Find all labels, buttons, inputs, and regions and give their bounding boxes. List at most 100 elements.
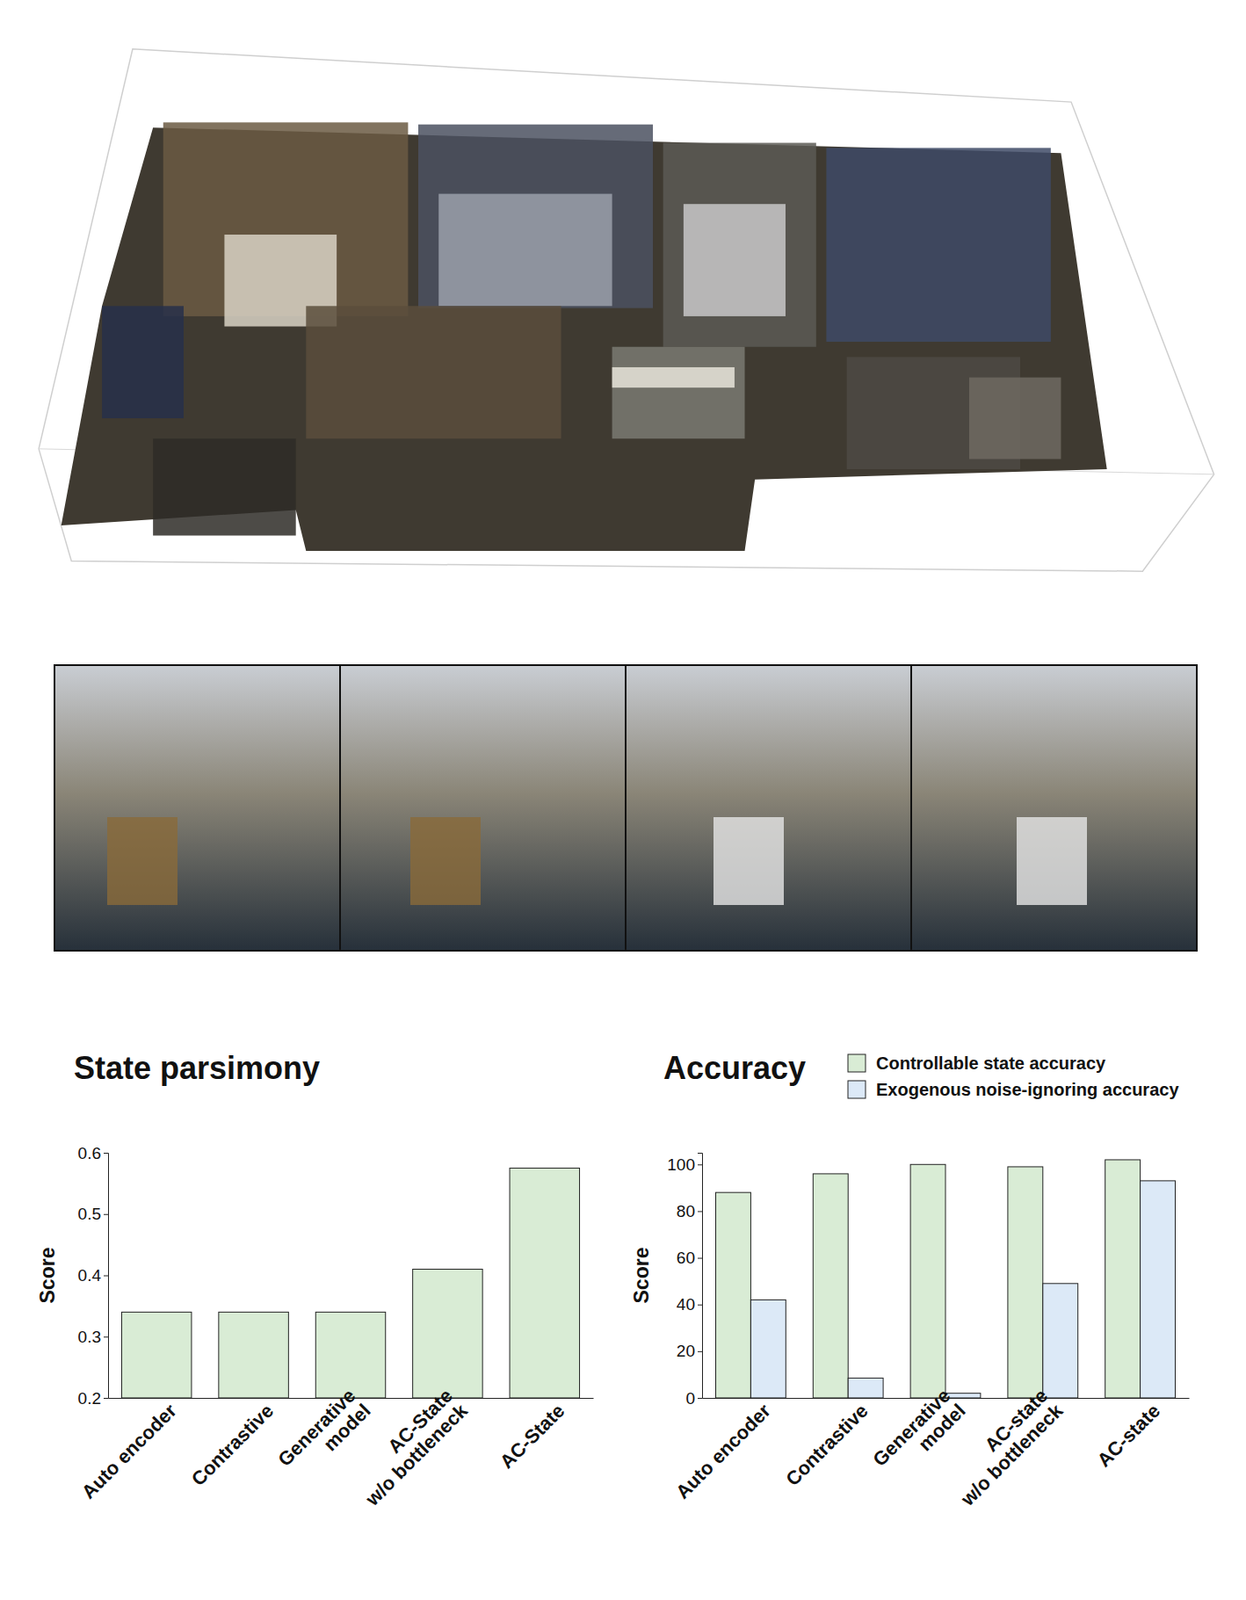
y-tick: 0.3 <box>78 1327 109 1347</box>
y-tick: 40 <box>676 1295 703 1314</box>
y-tick: 0 <box>685 1389 703 1408</box>
y-tick: 100 <box>666 1155 703 1174</box>
y-tick-mark <box>697 1258 703 1260</box>
y-tick: 0.2 <box>78 1389 109 1408</box>
bar <box>1043 1283 1079 1399</box>
plot-area <box>716 1159 1176 1399</box>
y-tick-mark <box>697 1210 703 1212</box>
y-axis-title: Score <box>36 1247 59 1304</box>
y-axis-line <box>697 1153 703 1399</box>
bar <box>121 1311 191 1399</box>
x-tick-label: Auto encoder <box>671 1399 776 1504</box>
photo <box>54 665 341 951</box>
y-tick-mark <box>697 1398 703 1399</box>
y-axis: 0 20 40 60 80 100 <box>666 1153 703 1408</box>
y-tick: 80 <box>676 1202 703 1221</box>
photo-object <box>713 817 784 906</box>
y-tick-label: 0.6 <box>78 1144 102 1163</box>
x-tick-label: Contrastive <box>781 1399 872 1491</box>
bar <box>509 1167 580 1399</box>
photo-strip <box>54 665 1197 951</box>
x-tick: Auto encoder <box>77 1398 182 1504</box>
bar <box>315 1311 385 1399</box>
bar <box>812 1173 848 1399</box>
room <box>825 147 1051 342</box>
bounding-box <box>38 49 1214 572</box>
bar <box>750 1299 786 1399</box>
y-tick-mark <box>103 1398 109 1399</box>
room <box>101 305 184 419</box>
y-axis: 0.2 0.3 0.4 0.5 0.6 <box>78 1144 109 1408</box>
bar <box>847 1377 884 1399</box>
y-tick: 20 <box>676 1341 703 1361</box>
photo-object <box>107 817 178 906</box>
room <box>152 438 297 536</box>
y-tick-label: 80 <box>676 1202 696 1221</box>
y-tick-mark <box>103 1152 109 1154</box>
y-tick-mark <box>697 1304 703 1306</box>
y-tick-mark <box>103 1214 109 1216</box>
y-tick: 0.4 <box>78 1266 109 1285</box>
room <box>663 143 817 348</box>
room <box>305 305 561 439</box>
room <box>612 367 735 388</box>
chart-title: State parsimony <box>73 1050 320 1087</box>
y-tick: 0.6 <box>78 1144 109 1163</box>
chart: 0 20 40 60 80 100 Auto encoderContrastiveGener… <box>630 1050 1190 1511</box>
photo-object <box>410 817 481 906</box>
room <box>683 203 786 317</box>
chart: 0.2 0.3 0.4 0.5 0.6 Auto encoderContrastiveGe… <box>36 1050 595 1511</box>
x-tick-label: Generativemodel <box>868 1384 970 1486</box>
y-tick-mark <box>103 1336 109 1338</box>
y-tick-label: 0.2 <box>78 1389 102 1408</box>
x-tick-label: AC-Statew/o bottleneck <box>345 1383 472 1511</box>
x-tick: AC-statew/o bottleneck <box>941 1383 1068 1511</box>
bar <box>1007 1166 1044 1399</box>
figure: 0.20.30.40.50.6Auto encoderContrastiveGe… <box>0 0 1246 1600</box>
y-tick-label: 0 <box>685 1389 696 1408</box>
bar <box>412 1269 483 1399</box>
photo <box>911 665 1197 951</box>
photo <box>625 665 912 951</box>
x-tick: Generativemodel <box>868 1384 970 1486</box>
photo <box>340 665 626 951</box>
bar <box>1140 1180 1176 1399</box>
legend-swatch <box>847 1054 866 1073</box>
y-tick-mark <box>103 1275 109 1277</box>
x-tick-label: Auto encoder <box>77 1399 182 1504</box>
y-tick-label: 0.3 <box>78 1327 102 1347</box>
x-axis: Auto encoderContrastiveGenerativemodelAC… <box>77 1383 595 1511</box>
photo-object <box>1016 817 1087 906</box>
legend-label: Exogenous noise-ignoring accuracy <box>876 1079 1180 1100</box>
room <box>418 124 653 309</box>
x-tick: AC-State <box>495 1398 569 1473</box>
bar <box>1105 1159 1141 1399</box>
x-tick: Generativemodel <box>273 1384 375 1486</box>
y-tick: 0.5 <box>78 1204 109 1224</box>
x-tick: AC-Statew/o bottleneck <box>345 1383 472 1511</box>
x-tick: Contrastive <box>187 1398 278 1491</box>
room <box>438 194 612 307</box>
x-tick-label: AC-State <box>495 1399 569 1473</box>
x-tick: AC-state <box>1092 1398 1165 1472</box>
y-tick-label: 60 <box>676 1248 696 1268</box>
y-axis-title: Score <box>630 1247 653 1304</box>
y-tick-label: 0.4 <box>78 1266 102 1285</box>
y-tick-label: 20 <box>676 1341 696 1361</box>
y-tick-label: 100 <box>666 1155 696 1174</box>
y-tick-mark <box>697 1351 703 1353</box>
y-tick-mark <box>697 1164 703 1166</box>
y-tick-label: 0.5 <box>78 1204 102 1224</box>
x-axis: Auto encoderContrastiveGenerativemodelAC… <box>671 1383 1190 1511</box>
x-tick-label: Contrastive <box>187 1399 278 1491</box>
legend: Controllable state accuracyExogenous noi… <box>847 1053 1180 1100</box>
chart-title: Accuracy <box>663 1050 806 1087</box>
room <box>612 347 746 439</box>
plot-area <box>121 1167 580 1399</box>
x-tick-label: AC-statew/o bottleneck <box>941 1383 1068 1511</box>
x-tick: Auto encoder <box>671 1398 776 1504</box>
y-tick-label: 40 <box>676 1295 696 1314</box>
room <box>969 377 1061 460</box>
x-tick-label: AC-state <box>1092 1399 1165 1472</box>
bar <box>218 1311 289 1399</box>
